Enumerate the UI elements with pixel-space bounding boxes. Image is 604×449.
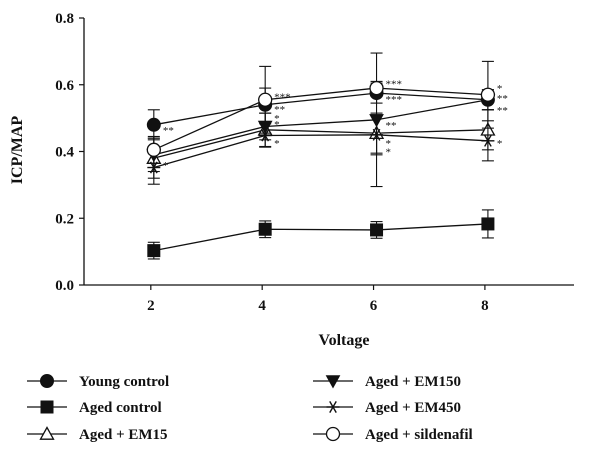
aged-sildenafil-point bbox=[369, 80, 384, 96]
legend-marker bbox=[40, 374, 54, 388]
series-layer bbox=[146, 52, 496, 260]
legend-label: Aged + EM150 bbox=[365, 374, 461, 390]
asterisk-stroke bbox=[261, 129, 270, 142]
significance-label: * bbox=[274, 138, 280, 150]
legend-marker bbox=[40, 400, 54, 414]
aged-control-point bbox=[258, 222, 272, 236]
significance-label: * bbox=[386, 147, 392, 159]
young-control-line bbox=[153, 92, 488, 126]
y-tick-label: 0.0 bbox=[55, 278, 74, 294]
asterisk-stroke bbox=[329, 401, 337, 413]
x-tick-label: 8 bbox=[481, 298, 489, 314]
aged-em450-line bbox=[153, 134, 488, 169]
significance-label: ** bbox=[386, 120, 397, 132]
y-tick-label: 0.6 bbox=[55, 78, 74, 94]
significance-label: * bbox=[274, 113, 280, 125]
significance-annotations: *************************** bbox=[163, 79, 508, 172]
asterisk-stroke bbox=[484, 134, 492, 147]
legend-label: Aged + EM450 bbox=[365, 400, 461, 416]
aged-sildenafil-point bbox=[146, 142, 161, 157]
significance-label: ** bbox=[497, 93, 508, 105]
aged-control-line bbox=[153, 223, 488, 252]
aged-control-point bbox=[481, 217, 495, 231]
aged-em150-line bbox=[153, 99, 489, 156]
significance-label: * bbox=[386, 138, 392, 150]
aged-sildenafil-point bbox=[258, 92, 273, 107]
x-tick-label: 4 bbox=[258, 298, 266, 314]
x-tick-label: 2 bbox=[147, 298, 155, 314]
x-tick-label: 6 bbox=[370, 298, 378, 314]
legend-label: Young control bbox=[79, 374, 169, 390]
aged-sildenafil-line bbox=[153, 87, 488, 151]
legend-marker bbox=[325, 375, 341, 389]
y-axis-title: ICP/MAP bbox=[9, 116, 26, 185]
aged-control-point bbox=[370, 223, 384, 237]
significance-label: ** bbox=[274, 104, 285, 116]
legend-item-young-control: Young control bbox=[27, 374, 169, 390]
legend-label: Aged + sildenafil bbox=[365, 427, 473, 443]
significance-label: *** bbox=[274, 91, 291, 103]
significance-label: ** bbox=[497, 105, 508, 117]
significance-label: ** bbox=[163, 125, 174, 137]
legend-marker bbox=[325, 426, 341, 442]
aged-sildenafil-point bbox=[480, 87, 496, 102]
aged-em450-point bbox=[370, 128, 384, 141]
significance-label: *** bbox=[386, 94, 403, 106]
legend-item-aged-em15: Aged + EM15 bbox=[27, 426, 168, 443]
significance-label: * bbox=[497, 138, 503, 150]
aged-em450-point bbox=[258, 129, 272, 142]
significance-label: * bbox=[274, 119, 280, 131]
asterisk-stroke bbox=[372, 128, 381, 141]
aged-em450-point bbox=[481, 134, 495, 147]
significance-label: * bbox=[163, 160, 169, 172]
legend-label: Aged + EM15 bbox=[79, 427, 168, 443]
aged-control-point bbox=[147, 244, 161, 258]
axes: 0.0 0.2 0.4 0.6 0.8 2 4 6 8 bbox=[55, 11, 574, 314]
legend-marker bbox=[39, 426, 55, 440]
legend-label: Aged control bbox=[79, 400, 162, 416]
legend-item-aged-sildenafil: Aged + sildenafil bbox=[313, 426, 473, 443]
legend-item-aged-em150: Aged + EM150 bbox=[313, 374, 461, 390]
young-control-point bbox=[146, 117, 161, 132]
legend-marker bbox=[326, 401, 340, 413]
y-tick-label: 0.4 bbox=[55, 145, 74, 161]
aged-em450-point bbox=[147, 161, 161, 174]
aged-em15-line bbox=[153, 129, 488, 159]
legend-item-aged-em450: Aged + EM450 bbox=[313, 400, 461, 416]
significance-label: * bbox=[497, 83, 503, 95]
significance-label: *** bbox=[386, 79, 403, 91]
y-tick-label: 0.8 bbox=[55, 11, 74, 27]
asterisk-stroke bbox=[149, 161, 158, 174]
x-axis-title: Voltage bbox=[319, 332, 370, 349]
y-tick-label: 0.2 bbox=[55, 211, 74, 227]
legend: Young control Aged control Aged + EM15 Aged… bbox=[27, 374, 473, 443]
legend-item-aged-control: Aged control bbox=[27, 400, 162, 416]
